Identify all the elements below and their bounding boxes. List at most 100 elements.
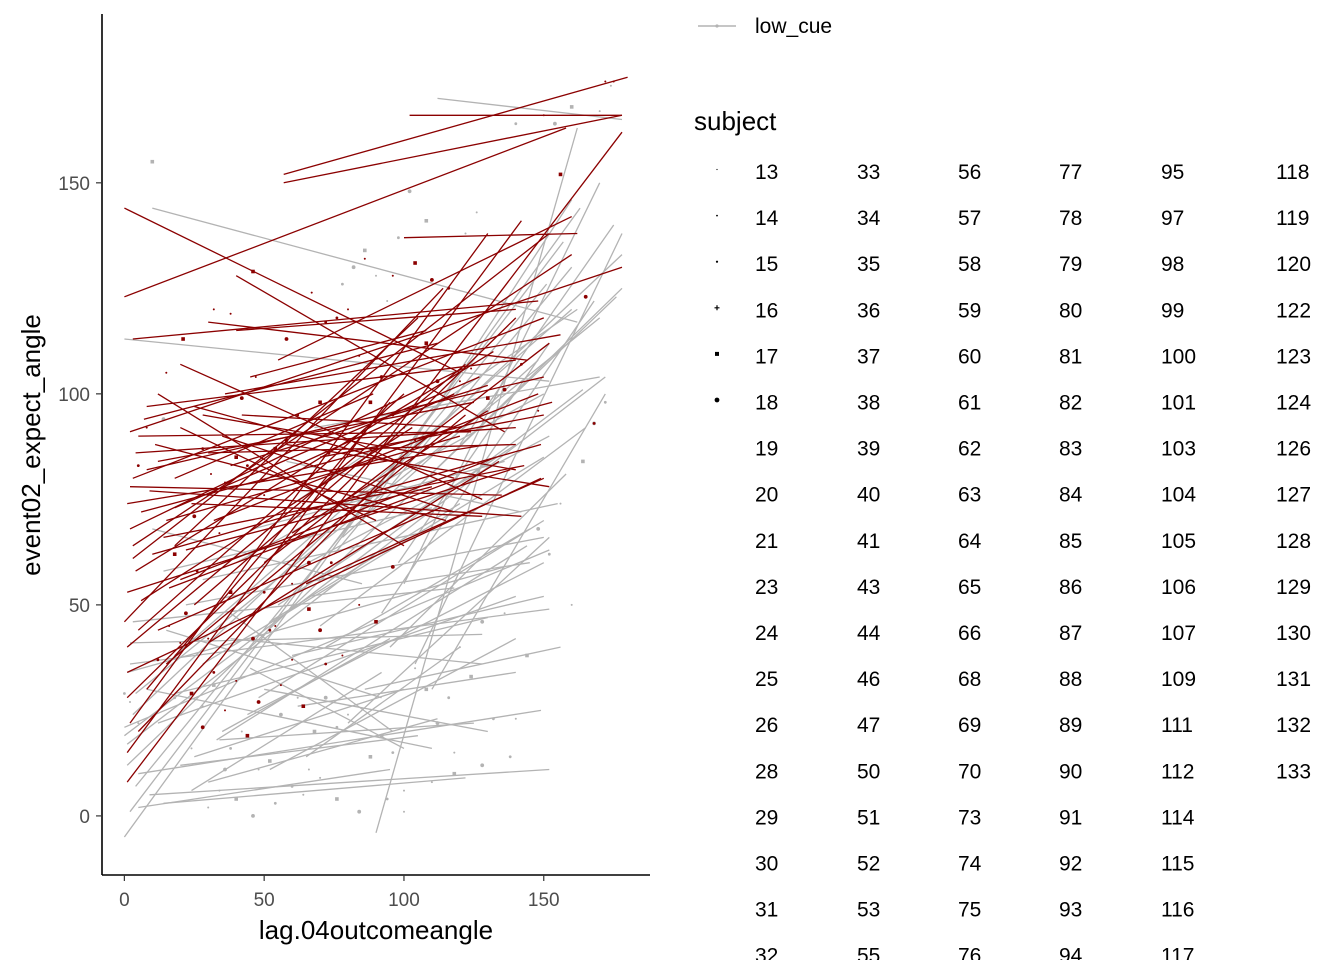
low_cue-point — [347, 713, 349, 716]
legend-label-subject-83: 83 — [1059, 438, 1082, 461]
low_cue-point — [581, 459, 585, 464]
high_cue-point — [414, 439, 417, 442]
legend-label-subject-73: 73 — [958, 806, 981, 829]
high_cue-point — [307, 560, 311, 565]
low_cue-point — [307, 768, 310, 771]
high_cue-point — [156, 658, 160, 662]
low_cue-point — [335, 797, 339, 801]
legend-label-subject-119: 119 — [1276, 207, 1309, 230]
y-tick-label: 0 — [79, 807, 90, 828]
low_cue-fit-line — [230, 637, 483, 665]
low_cue-point — [351, 265, 356, 270]
low_cue-fit-line — [166, 629, 382, 699]
high_cue-point — [136, 464, 140, 467]
low_cue-point — [553, 121, 557, 126]
high_cue-fit-line — [137, 456, 405, 732]
high_cue-point — [212, 308, 215, 311]
legend-label-subject-132: 132 — [1276, 714, 1311, 737]
legend-label-subject-97: 97 — [1161, 207, 1184, 230]
high_cue-point — [279, 684, 282, 687]
low_cue-point — [452, 771, 457, 776]
high_cue-point — [274, 625, 277, 627]
legend-label-subject-24: 24 — [755, 622, 779, 645]
high_cue-point — [291, 582, 294, 585]
low_cue-fit-line — [364, 646, 561, 690]
high_cue-fit-line — [132, 300, 539, 340]
legend-label-subject-105: 105 — [1161, 530, 1196, 553]
x-tick-label: 0 — [119, 890, 130, 911]
legend-label-subject-100: 100 — [1161, 345, 1196, 368]
low_cue-fit-line — [138, 768, 391, 809]
high_cue-point — [363, 257, 366, 260]
high_cue-point — [228, 590, 233, 594]
low_cue-fit-line — [403, 182, 601, 585]
high_cue-point — [447, 286, 451, 290]
low_cue-point — [480, 763, 485, 768]
low_cue-fit-line — [132, 587, 455, 623]
legend-label-subject-26: 26 — [755, 714, 778, 737]
low_cue-point — [570, 603, 573, 606]
low_cue-fit-line — [308, 562, 530, 598]
y-tick-label: 150 — [58, 174, 90, 195]
legend-label-subject-31: 31 — [755, 899, 778, 922]
legend-label-subject-99: 99 — [1161, 299, 1184, 322]
high_cue-point — [256, 700, 261, 704]
high_cue-point — [358, 603, 361, 606]
low_cue-fit-line — [414, 233, 623, 665]
low_cue-fit-line — [361, 199, 573, 521]
high_cue-point — [168, 625, 171, 627]
legend-label-subject-129: 129 — [1276, 576, 1311, 599]
low_cue-point — [218, 789, 221, 792]
legend-label-subject-56: 56 — [958, 161, 981, 184]
legend-label-subject-15: 15 — [755, 253, 778, 276]
legend-label-subject-87: 87 — [1059, 622, 1082, 645]
low_cue-point — [403, 789, 405, 792]
high_cue-fit-line — [126, 220, 522, 753]
high_cue-fit-line — [137, 393, 405, 631]
high_cue-point — [592, 422, 596, 425]
series-low_cue — [123, 84, 623, 838]
low_cue-point — [435, 721, 440, 725]
high_cue-point — [189, 691, 194, 696]
high_cue-point — [192, 514, 197, 519]
legend-label-subject-98: 98 — [1161, 253, 1184, 276]
low_cue-point — [598, 110, 601, 113]
legend-label-subject-93: 93 — [1059, 899, 1082, 922]
high_cue-point — [201, 447, 205, 451]
low_cue-point — [469, 674, 473, 679]
high_cue-point — [145, 426, 148, 429]
legend-label-subject-17: 17 — [755, 345, 778, 368]
legend-label-subject-19: 19 — [755, 438, 778, 461]
legend-label-subject-37: 37 — [857, 345, 880, 368]
high_cue-point — [486, 396, 490, 400]
high_cue-point — [329, 561, 333, 565]
low_cue-fit-line — [152, 207, 578, 323]
legend-label-subject-112: 112 — [1161, 760, 1194, 783]
high_cue-fit-line — [146, 376, 544, 471]
high_cue-point — [224, 481, 226, 484]
legend-label-subject-107: 107 — [1161, 622, 1196, 645]
high_cue-point — [307, 607, 311, 611]
high_cue-fit-line — [180, 363, 483, 500]
high_cue-point — [520, 362, 523, 366]
low_cue-point — [190, 747, 193, 750]
legend-label-subject-64: 64 — [958, 530, 982, 553]
high_cue-point — [262, 590, 266, 594]
x-tick-label: 50 — [254, 890, 275, 911]
high_cue-point — [200, 725, 205, 730]
low_cue-fit-line — [437, 97, 623, 121]
low_cue-point — [229, 747, 233, 750]
high_cue-fit-line — [135, 426, 516, 454]
high_cue-point — [234, 455, 238, 459]
high_cue-point — [374, 620, 378, 624]
low_cue-fit-line — [191, 671, 382, 792]
high_cue-fit-line — [146, 401, 391, 690]
high_cue-point — [324, 320, 328, 324]
legend-label-subject-51: 51 — [857, 806, 880, 829]
legend-label-subject-86: 86 — [1059, 576, 1082, 599]
low_cue-point — [424, 219, 429, 223]
low_cue-fit-line — [163, 777, 466, 804]
legend-label-subject-76: 76 — [958, 945, 981, 960]
low_cue-point — [503, 612, 506, 615]
high_cue-point — [284, 438, 289, 443]
